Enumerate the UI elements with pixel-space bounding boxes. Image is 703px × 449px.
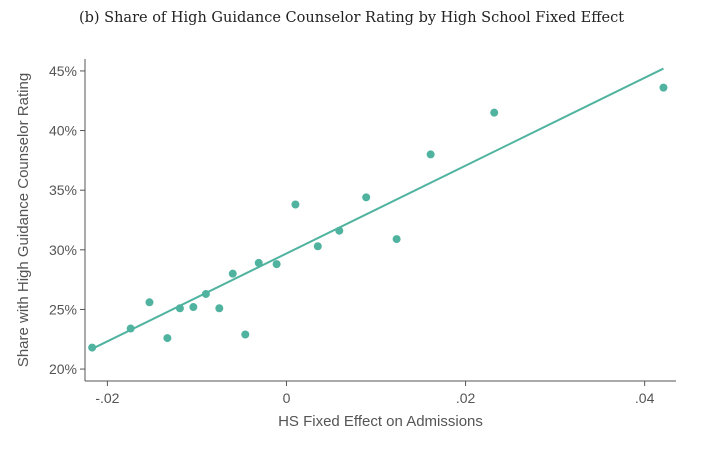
data-point (215, 304, 224, 313)
x-tick-label: .02 (456, 390, 476, 406)
y-axis-label: Share with High Guidance Counselor Ratin… (15, 73, 32, 367)
data-point (88, 343, 97, 352)
data-point (335, 226, 344, 235)
data-point (254, 258, 263, 267)
data-point (291, 200, 300, 209)
x-axis-label: HS Fixed Effect on Admissions (278, 413, 483, 430)
data-point (189, 303, 198, 312)
x-tick-label: -.02 (95, 390, 119, 406)
y-tick-label: 20% (49, 361, 77, 377)
data-point (241, 330, 250, 339)
y-tick-label: 25% (49, 301, 77, 317)
data-point (163, 334, 172, 343)
axes: 20% 25% 30% 35% 40% 45% -.02 0 .02 .04 (49, 59, 676, 406)
data-point (659, 83, 668, 92)
data-point (145, 298, 154, 307)
data-point (392, 235, 401, 244)
y-tick-label: 30% (49, 242, 77, 258)
data-point (175, 304, 184, 313)
data-point (426, 150, 435, 159)
data-point (313, 242, 322, 251)
y-tick-label: 45% (49, 63, 77, 79)
data-points (88, 83, 668, 352)
y-tick-label: 35% (49, 182, 77, 198)
data-point (490, 108, 499, 117)
chart-title: (b) Share of High Guidance Counselor Rat… (78, 10, 625, 26)
data-point (228, 269, 237, 278)
x-tick-label: 0 (283, 390, 291, 406)
data-point (201, 289, 210, 298)
fit-line (91, 67, 664, 350)
fit-line-group (91, 67, 664, 350)
y-tick-label: 40% (49, 123, 77, 139)
x-tick-label: .04 (635, 390, 655, 406)
data-point (362, 193, 371, 202)
data-point (272, 260, 281, 269)
data-point (126, 324, 135, 333)
